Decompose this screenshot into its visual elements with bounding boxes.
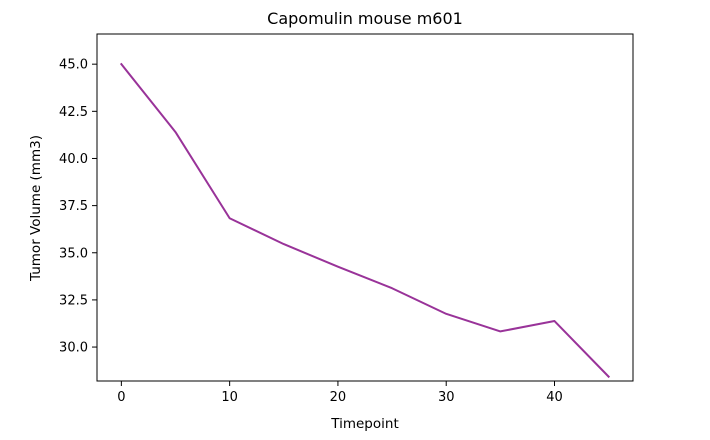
plot-background (97, 34, 633, 381)
y-axis-label: Tumor Volume (mm3) (28, 135, 44, 282)
x-axis-label: Timepoint (330, 416, 398, 432)
x-tick-label: 30 (438, 390, 455, 405)
x-tick-label: 40 (546, 390, 563, 405)
ticks-layer: 0 10 20 30 40 30.0 32.5 35.0 37.5 40.0 42.5 45.0 (59, 58, 563, 405)
chart-title: Capomulin mouse m601 (267, 9, 463, 28)
series-line (119, 62, 611, 379)
y-tick-label: 30.0 (59, 341, 88, 356)
y-tick-label: 45.0 (59, 58, 88, 73)
x-tick-label: 0 (117, 390, 125, 405)
y-tick-label: 32.5 (59, 293, 88, 308)
y-tick-label: 42.5 (59, 105, 88, 120)
y-tick-label: 40.0 (59, 152, 88, 167)
y-tick-label: 37.5 (59, 199, 88, 214)
x-tick-label: 10 (221, 390, 238, 405)
y-tick-label: 35.0 (59, 246, 88, 261)
plot-frame (96, 33, 634, 382)
x-tick-label: 20 (330, 390, 347, 405)
series-layer (119, 62, 611, 379)
